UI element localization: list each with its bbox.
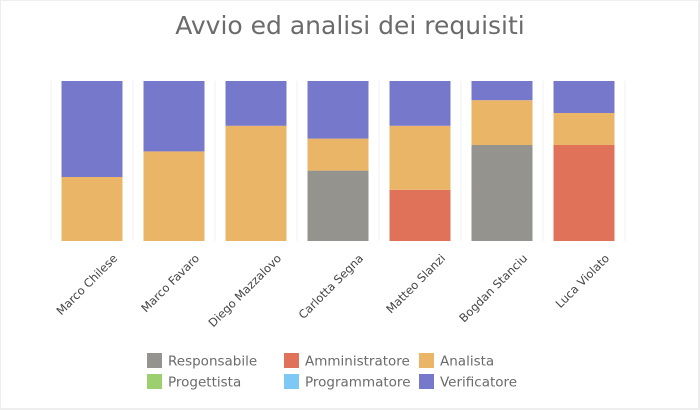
legend-label: Verificatore [440,375,517,391]
bars [61,81,615,241]
legend-item: Progettista [147,374,241,391]
x-axis-labels: Marco Chilese Marco Favaro Diego Mazzalovo… [53,251,612,330]
x-tick-label: Marco Chilese [53,251,120,318]
bar-segment [225,125,287,241]
legend-swatch [284,353,299,368]
bar-segment [61,177,123,241]
x-tick-label: Luca Violato [553,251,613,311]
legend-item: Analista [419,353,494,370]
legend-item: Amministratore [284,353,410,370]
legend-item: Responsabile [147,353,257,370]
bar-segment [471,145,533,241]
bar-segment [307,81,369,139]
bar-segment [225,81,287,126]
legend-swatch [284,374,299,389]
legend-swatch [147,374,162,389]
bar-segment [389,125,451,190]
bar-segment [307,170,369,241]
bar-segment [389,189,451,241]
bar-segment [553,145,615,241]
legend-label: Progettista [168,375,241,391]
x-tick-label: Diego Mazzalovo [205,251,284,330]
bar-segment [389,81,451,126]
grid-lines [50,81,626,241]
bar-segment [471,100,533,145]
legend-swatch [419,374,434,389]
x-tick-label: Matteo Slanzi [383,251,448,316]
legend-item: Verificatore [419,374,517,391]
x-tick-label: Carlotta Segna [296,251,367,322]
legend: Responsabile Amministratore Analista Proget… [147,353,517,391]
legend-item: Programmatore [284,374,411,391]
bar-segment [553,81,615,113]
legend-swatch [419,353,434,368]
bar-segment [471,81,533,101]
legend-label: Amministratore [305,354,410,370]
bar-segment [143,151,205,241]
x-tick-label: Marco Favaro [138,251,202,315]
x-tick-label: Bogdan Stanciu [456,251,530,325]
legend-swatch [147,353,162,368]
legend-label: Programmatore [305,375,411,391]
bar-segment [61,81,123,177]
legend-label: Responsabile [168,354,257,370]
chart-title: Avvio ed analisi dei requisiti [175,11,525,40]
bar-segment [143,81,205,152]
legend-label: Analista [440,354,494,370]
bar-segment [553,113,615,145]
bar-segment [307,138,369,171]
